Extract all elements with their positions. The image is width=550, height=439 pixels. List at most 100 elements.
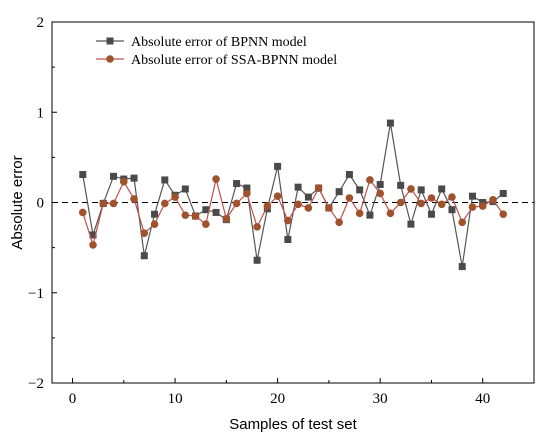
data-point-circle [263, 202, 272, 210]
data-point-circle [202, 220, 210, 228]
data-point-square [304, 193, 312, 201]
data-point-square [151, 210, 159, 218]
data-point-square [274, 162, 282, 170]
data-point-circle [417, 199, 425, 208]
series-ssa-bpnn [78, 175, 508, 249]
legend-marker-bpnn [106, 37, 114, 45]
data-point-circle [396, 198, 405, 207]
x-tick-label: 40 [475, 391, 490, 407]
data-point-circle [294, 200, 302, 209]
data-point-square [345, 171, 353, 179]
data-point-circle [314, 184, 323, 192]
data-point-circle [109, 199, 118, 208]
data-point-circle [478, 202, 487, 210]
data-point-circle [458, 218, 467, 227]
data-point-circle [335, 218, 343, 227]
series-line [82, 122, 504, 267]
x-tick-label: 30 [373, 391, 388, 407]
data-point-circle [140, 229, 149, 237]
legend-label-ssa-bpnn: Absolute error of SSA-BPNN model [131, 53, 337, 68]
data-point-circle [150, 220, 159, 228]
data-point-circle [345, 194, 354, 202]
legend-label-bpnn: Absolute error of BPNN model [131, 35, 307, 50]
data-point-square [212, 208, 220, 216]
y-tick-label: 1 [37, 105, 45, 121]
data-point-square [417, 186, 425, 194]
data-point-circle [376, 189, 384, 198]
legend: Absolute error of BPNN model Absolute er… [96, 35, 337, 68]
data-point-circle [499, 210, 508, 219]
data-point-square [356, 186, 364, 194]
data-point-circle [284, 216, 292, 225]
x-tick-label: 0 [69, 391, 77, 407]
data-point-square [468, 192, 476, 200]
data-point-circle [448, 193, 456, 201]
data-point-circle [386, 209, 395, 218]
data-point-circle [325, 204, 333, 212]
data-point-square [376, 180, 384, 188]
tick-labels: 0 10 20 30 40 −2 −1 0 1 2 [28, 15, 490, 407]
data-point-circle [427, 194, 436, 202]
data-point-square [253, 256, 261, 264]
data-point-square [427, 210, 435, 218]
x-axis-title: Samples of test set [229, 416, 357, 433]
series-layer [78, 119, 508, 271]
data-point-circle [437, 200, 446, 209]
data-point-circle [130, 195, 138, 203]
data-point-circle [222, 214, 231, 223]
data-point-circle [468, 203, 477, 211]
data-point-circle [273, 192, 282, 200]
data-point-square [448, 206, 456, 214]
data-point-square [284, 236, 292, 244]
data-point-circle [171, 193, 179, 201]
y-tick-label: −1 [28, 286, 44, 302]
data-point-square [499, 189, 507, 197]
plot-frame [51, 21, 535, 384]
data-point-square [243, 184, 251, 192]
data-point-square [294, 183, 302, 191]
legend-marker-ssa-bpnn [106, 55, 114, 63]
data-point-square [386, 119, 394, 127]
data-point-square [335, 188, 343, 196]
data-point-circle [119, 177, 128, 186]
data-point-circle [191, 212, 200, 220]
data-point-circle [243, 189, 251, 198]
data-point-square [79, 171, 87, 179]
data-point-square [366, 211, 374, 219]
data-point-circle [304, 204, 313, 212]
data-point-circle [89, 241, 97, 249]
data-point-square [130, 174, 138, 182]
data-point-circle [366, 176, 374, 184]
y-tick-label: 2 [37, 15, 45, 31]
data-point-square [140, 252, 148, 260]
data-point-circle [99, 199, 108, 208]
x-tick-label: 20 [270, 391, 285, 407]
data-point-square [233, 180, 241, 188]
data-point-square [438, 185, 446, 193]
data-point-square [202, 206, 210, 214]
data-point-square [181, 185, 189, 193]
data-point-circle [78, 208, 87, 217]
data-point-circle [253, 223, 261, 231]
data-point-circle [181, 211, 190, 219]
data-point-square [89, 231, 97, 239]
x-tick-label: 10 [168, 391, 183, 407]
data-point-circle [489, 195, 497, 204]
data-point-circle [355, 209, 364, 218]
data-point-square [161, 176, 169, 184]
data-point-square [110, 172, 118, 180]
data-point-square [458, 263, 466, 271]
data-point-circle [212, 175, 220, 183]
data-point-circle [161, 199, 169, 208]
y-axis-title: Absolute error [9, 155, 26, 249]
legend-entry-bpnn: Absolute error of BPNN model [96, 35, 307, 50]
y-tick-label: −2 [28, 376, 44, 392]
data-point-square [407, 220, 415, 228]
data-point-circle [232, 199, 241, 208]
data-point-circle [407, 185, 415, 193]
data-point-square [397, 181, 405, 189]
legend-entry-ssa-bpnn: Absolute error of SSA-BPNN model [96, 53, 337, 68]
series-bpnn [79, 119, 507, 271]
y-tick-label: 0 [37, 196, 45, 212]
